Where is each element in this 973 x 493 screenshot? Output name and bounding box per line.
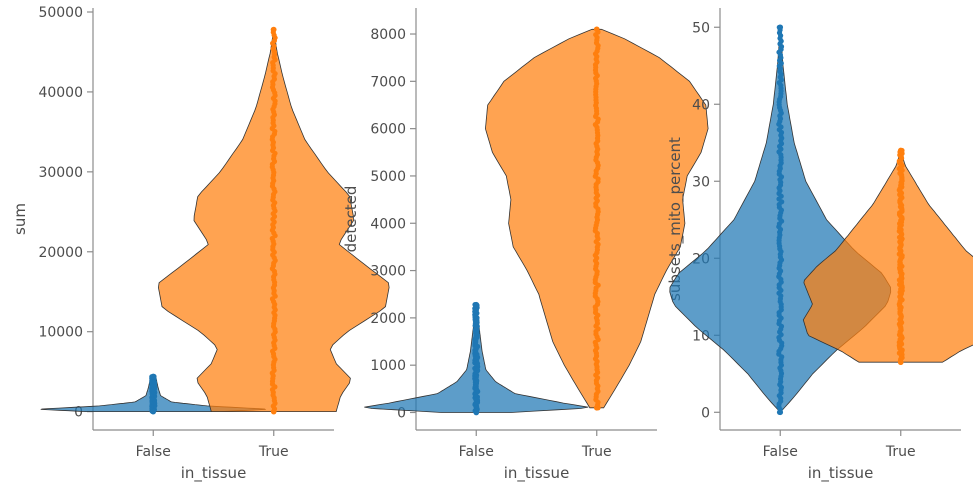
x-tick-label: False: [459, 444, 494, 460]
min-point: [473, 409, 480, 416]
y-tick-label: 0: [701, 405, 710, 421]
x-tick-label: True: [258, 444, 289, 460]
x-tick-label: True: [885, 444, 916, 460]
y-tick-label: 10000: [38, 325, 83, 341]
max-point: [150, 373, 157, 380]
y-tick-label: 20000: [38, 245, 83, 261]
y-axis-title: detected: [342, 186, 360, 253]
min-point: [270, 408, 277, 415]
y-tick-label: 8000: [370, 27, 406, 43]
y-axis-title: subsets_mito_percent: [666, 137, 685, 301]
panel-1: 0 10000 20000 30000 40000 50000 False True in_ti…: [11, 5, 390, 483]
y-tick-label: 30: [692, 174, 710, 190]
y-tick-label: 50000: [38, 5, 83, 21]
y-tick-label: 0: [74, 405, 83, 421]
y-axis-title: sum: [11, 203, 29, 235]
y-tick-label: 3000: [370, 264, 406, 280]
max-point: [593, 26, 600, 33]
x-tick-label: False: [763, 444, 798, 460]
min-point: [897, 359, 904, 366]
y-tick-label: 5000: [370, 169, 406, 185]
y-tick-label: 2000: [370, 311, 406, 327]
min-point: [777, 409, 784, 416]
min-point: [150, 408, 157, 415]
y-tick-label: 50: [692, 20, 710, 36]
x-axis-title: in_tissue: [181, 464, 247, 483]
x-tick-label: False: [136, 444, 171, 460]
y-tick-label: 40000: [38, 85, 83, 101]
panel-2: 0 1000 2000 3000 4000 5000 6000 7000 8000 False Tr…: [342, 8, 709, 483]
x-axis-title: in_tissue: [808, 464, 874, 483]
y-tick-label: 30000: [38, 165, 83, 181]
y-tick-label: 1000: [370, 358, 406, 374]
max-point: [777, 24, 784, 31]
y-tick-label: 4000: [370, 216, 406, 232]
panel-3: 01020304050FalseTruein_tissuesubsets_mit…: [666, 8, 973, 483]
x-axis-title: in_tissue: [504, 464, 570, 483]
y-tick-label: 6000: [370, 122, 406, 138]
x-tick-label: True: [581, 444, 612, 460]
max-point: [473, 301, 480, 308]
y-tick-label: 40: [692, 97, 710, 113]
violin-true: [802, 149, 973, 363]
y-tick-label: 7000: [370, 74, 406, 90]
y-tick-label: 0: [397, 405, 406, 421]
max-point: [270, 26, 277, 33]
max-point: [897, 147, 904, 154]
min-point: [593, 404, 600, 411]
